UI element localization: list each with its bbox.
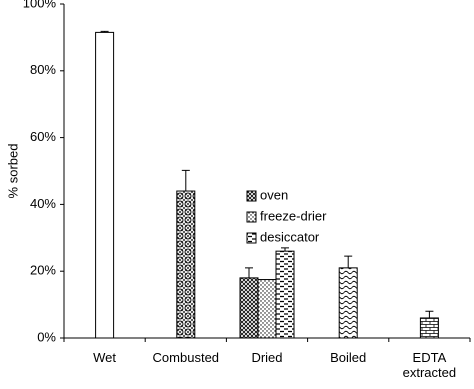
y-tick-label: 80%: [30, 62, 56, 77]
y-axis-title: % sorbed: [5, 144, 20, 199]
error-bar: [281, 247, 289, 252]
y-tick-label: 60%: [30, 129, 56, 144]
error-bar: [344, 255, 353, 268]
legend-swatch: [246, 190, 257, 202]
y-tick-label: 40%: [30, 196, 56, 211]
y-tick-label: 20%: [30, 263, 56, 278]
bar: [257, 279, 277, 339]
x-tick-label: Dried: [251, 350, 283, 365]
x-tick-label: Boiled: [330, 350, 367, 365]
error-bar: [181, 169, 190, 192]
error-bar: [245, 267, 253, 278]
legend-label: oven: [260, 187, 288, 202]
bar: [239, 277, 259, 339]
legend-label: desiccator: [260, 229, 320, 244]
bar: [176, 190, 196, 339]
x-tick-label: Combusted: [152, 350, 220, 365]
bar: [338, 267, 358, 339]
legend-swatch: [246, 211, 257, 223]
bar: [275, 250, 295, 339]
legend-swatch: [246, 232, 257, 244]
error-bar: [100, 30, 109, 33]
y-tick-label: 100%: [23, 0, 57, 10]
legend-label: freeze-drier: [260, 208, 327, 223]
y-tick-label: 0%: [37, 329, 56, 344]
x-tick-label: EDTA extracted: [402, 350, 457, 380]
x-tick-label: Wet: [93, 350, 117, 365]
error-bar: [425, 310, 434, 318]
bar: [95, 31, 115, 339]
bar: [419, 317, 439, 339]
